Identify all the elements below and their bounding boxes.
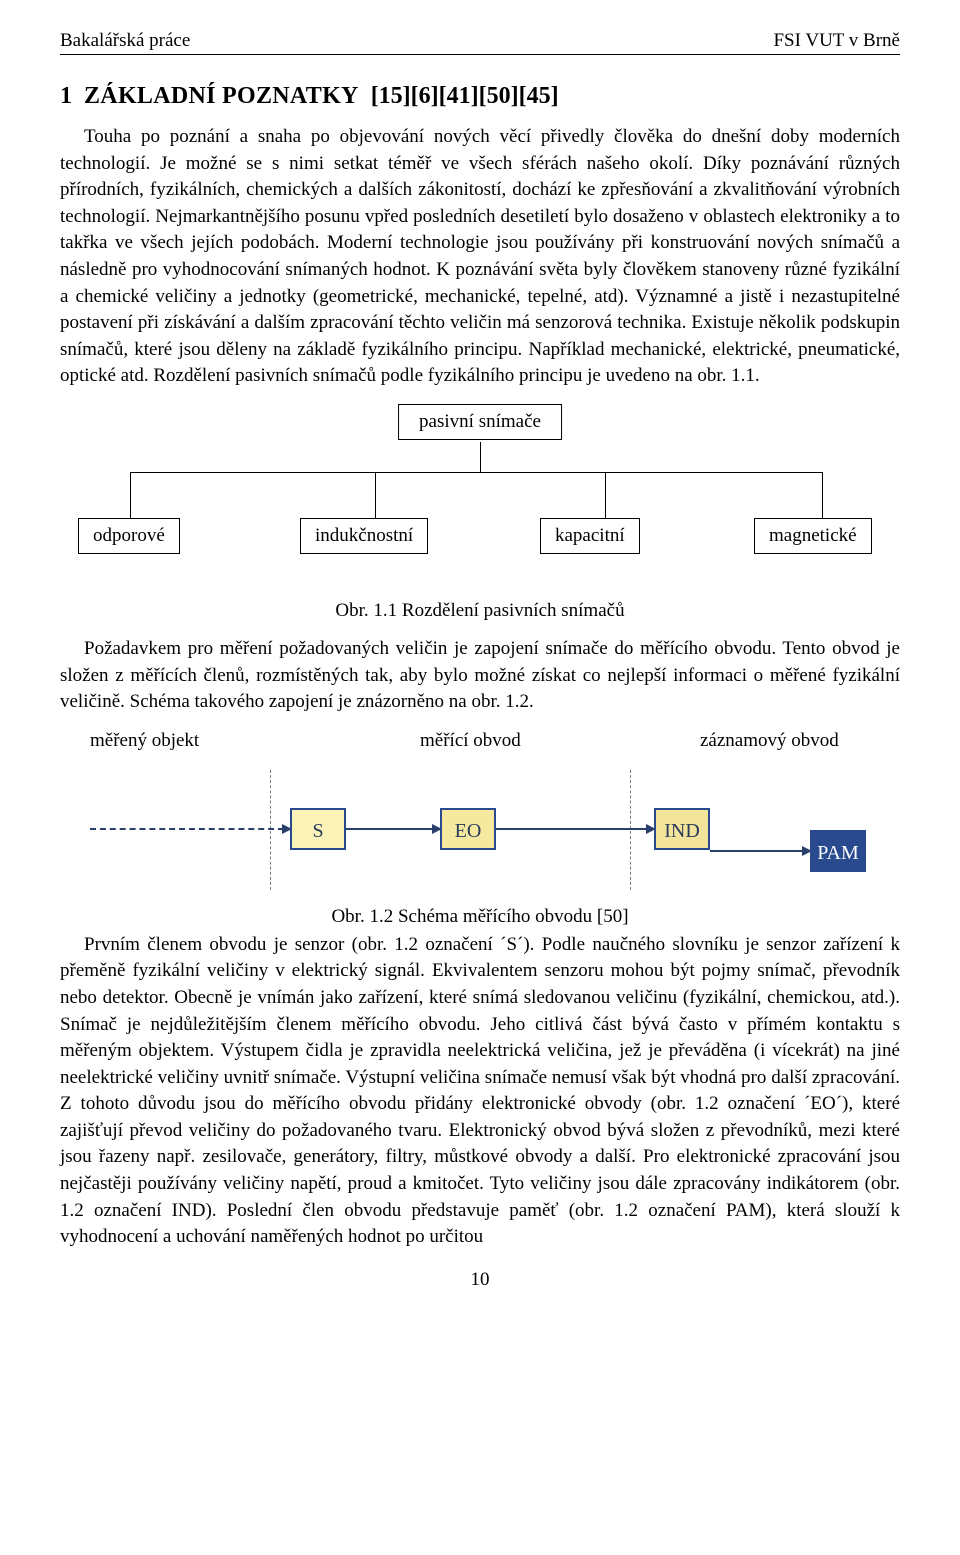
header-left: Bakalářská práce [60, 30, 190, 52]
d2-arrow-line-2 [496, 828, 648, 830]
tree-hbar [130, 472, 822, 473]
tree-root: pasivní snímače [398, 404, 562, 440]
tree-vbar [130, 472, 131, 518]
caption-1: Obr. 1.1 Rozdělení pasivních snímačů [60, 600, 900, 622]
heading-text: ZÁKLADNÍ POZNATKY [84, 83, 359, 109]
caption-2: Obr. 1.2 Schéma měřícího obvodu [50] [60, 906, 900, 928]
header-right: FSI VUT v Brně [773, 30, 900, 52]
d2-divider-1 [630, 770, 631, 890]
header-rule [60, 54, 900, 55]
paragraph-3: Prvním členem obvodu je senzor (obr. 1.2… [60, 932, 900, 1251]
tree-line-down [480, 442, 481, 472]
d2-label-1: měřící obvod [420, 730, 521, 752]
d2-arrow-line-0 [90, 828, 284, 830]
d2-label-2: záznamový obvod [700, 730, 839, 752]
section-heading: 1 ZÁKLADNÍ POZNATKY [15][6][41][50][45] [60, 83, 900, 110]
d2-divider-0 [270, 770, 271, 890]
heading-refs-text: [15][6][41][50][45] [371, 83, 559, 109]
d2-box-pam: PAM [810, 830, 866, 872]
d2-box-eo: EO [440, 808, 496, 850]
d2-box-s: S [290, 808, 346, 850]
tree-leaf-3: magnetické [754, 518, 872, 554]
tree-vbar [375, 472, 376, 518]
diagram-passive-sensors: pasivní snímače odporové indukčnostní kapa… [70, 404, 890, 584]
d2-arrow-line-3 [710, 850, 804, 852]
tree-leaf-2: kapacitní [540, 518, 640, 554]
heading-number: 1 [60, 83, 72, 109]
tree-leaf-0: odporové [78, 518, 180, 554]
paragraph-2: Požadavkem pro měření požadovaných velič… [60, 636, 900, 716]
paragraph-1: Touha po poznání a snaha po objevování n… [60, 124, 900, 390]
tree-vbar [605, 472, 606, 518]
d2-arrow-line-1 [346, 828, 434, 830]
page-number: 10 [60, 1269, 900, 1291]
d2-label-0: měřený objekt [90, 730, 199, 752]
diagram-measuring-circuit: měřený objekt měřící obvod záznamový obvod… [70, 730, 890, 900]
d2-box-ind: IND [654, 808, 710, 850]
tree-leaf-1: indukčnostní [300, 518, 428, 554]
tree-vbar [822, 472, 823, 518]
